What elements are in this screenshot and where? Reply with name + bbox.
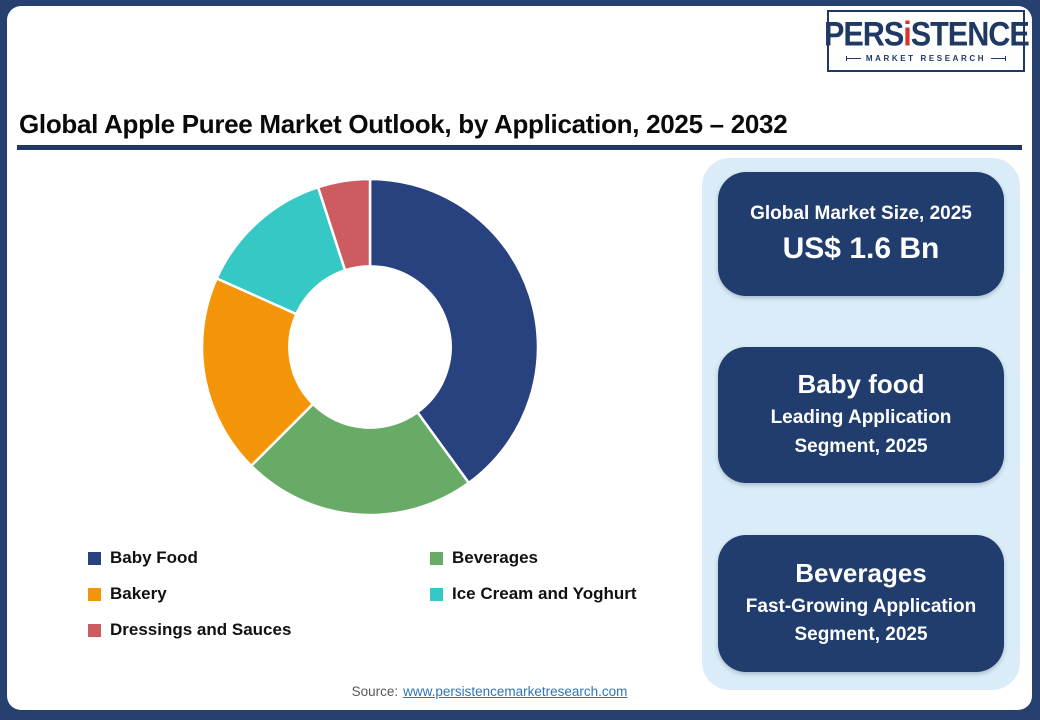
logo-tagline: MARKET RESEARCH [865, 53, 987, 63]
legend-item-beverages: Beverages [430, 547, 637, 569]
legend-item-dressings-and-sauces: Dressings and Sauces [88, 619, 430, 641]
legend-label-beverages: Beverages [452, 548, 539, 567]
legend: Baby Food Beverages Bakery Ice Cream and Yo… [88, 547, 637, 641]
legend-swatch-baby-food [88, 551, 101, 565]
leading-segment-card-title: Baby food [797, 369, 925, 399]
logo-text-i: i [902, 14, 912, 53]
legend-swatch-bakery [88, 587, 101, 601]
highlights-panel: Global Market Size, 2025 US$ 1.6 Bn Baby… [702, 158, 1020, 690]
source-label: Source: [351, 684, 399, 699]
source-row: Source: www.persistencemarketresearch.co… [7, 684, 972, 699]
leading-segment-card: Baby food Leading Application Segment, 2… [718, 347, 1004, 483]
market-size-card: Global Market Size, 2025 US$ 1.6 Bn [718, 172, 1004, 296]
legend-label-dressings-and-sauces: Dressings and Sauces [110, 620, 292, 639]
legend-item-bakery: Bakery [88, 583, 430, 605]
fast-growing-segment-card-subtitle: Fast-Growing Application Segment, 2025 [745, 595, 977, 646]
persistence-logo: PERSiSTENCE MARKET RESEARCH [824, 10, 1029, 72]
market-size-card-title: Global Market Size, 2025 [750, 202, 972, 224]
leading-segment-card-subtitle: Leading Application Segment, 2025 [770, 407, 952, 457]
legend-swatch-beverages [430, 551, 443, 565]
donut-segment-bakery [200, 277, 315, 468]
legend-label-baby-food: Baby Food [110, 548, 198, 567]
fast-growing-segment-card: Beverages Fast-Growing Application Segme… [718, 535, 1004, 672]
page-title: Global Apple Puree Market Outlook, by Ap… [19, 109, 788, 139]
tagline-rule-right [991, 55, 1007, 61]
fast-growing-segment-card-title: Beverages [795, 557, 927, 588]
legend-item-baby-food: Baby Food [88, 547, 430, 569]
market-size-card-value: US$ 1.6 Bn [782, 231, 940, 265]
logo-text-post: STENCE [910, 14, 1029, 53]
title-underline [17, 145, 1022, 150]
donut-chart-area [186, 163, 554, 531]
donut-segment-dressings-and-sauces [316, 177, 372, 272]
donut-segment-baby-food [368, 177, 540, 485]
donut-chart [200, 177, 540, 517]
legend-swatch-ice-cream-and-yoghurt [430, 587, 443, 601]
legend-item-ice-cream-and-yoghurt: Ice Cream and Yoghurt [430, 583, 637, 605]
legend-label-ice-cream-and-yoghurt: Ice Cream and Yoghurt [452, 584, 637, 603]
content-area: PERSiSTENCE MARKET RESEARCH Global Apple… [7, 6, 1032, 710]
logo-text-pre: PERS [823, 14, 904, 53]
legend-label-bakery: Bakery [110, 584, 167, 603]
logo-tagline-row: MARKET RESEARCH [845, 53, 1007, 63]
tagline-rule-left [845, 55, 861, 61]
source-link[interactable]: www.persistencemarketresearch.com [403, 684, 628, 699]
donut-segment-beverages [249, 402, 470, 517]
legend-swatch-dressings-and-sauces [88, 623, 101, 637]
logo-wordmark: PERSiSTENCE [823, 14, 1030, 53]
